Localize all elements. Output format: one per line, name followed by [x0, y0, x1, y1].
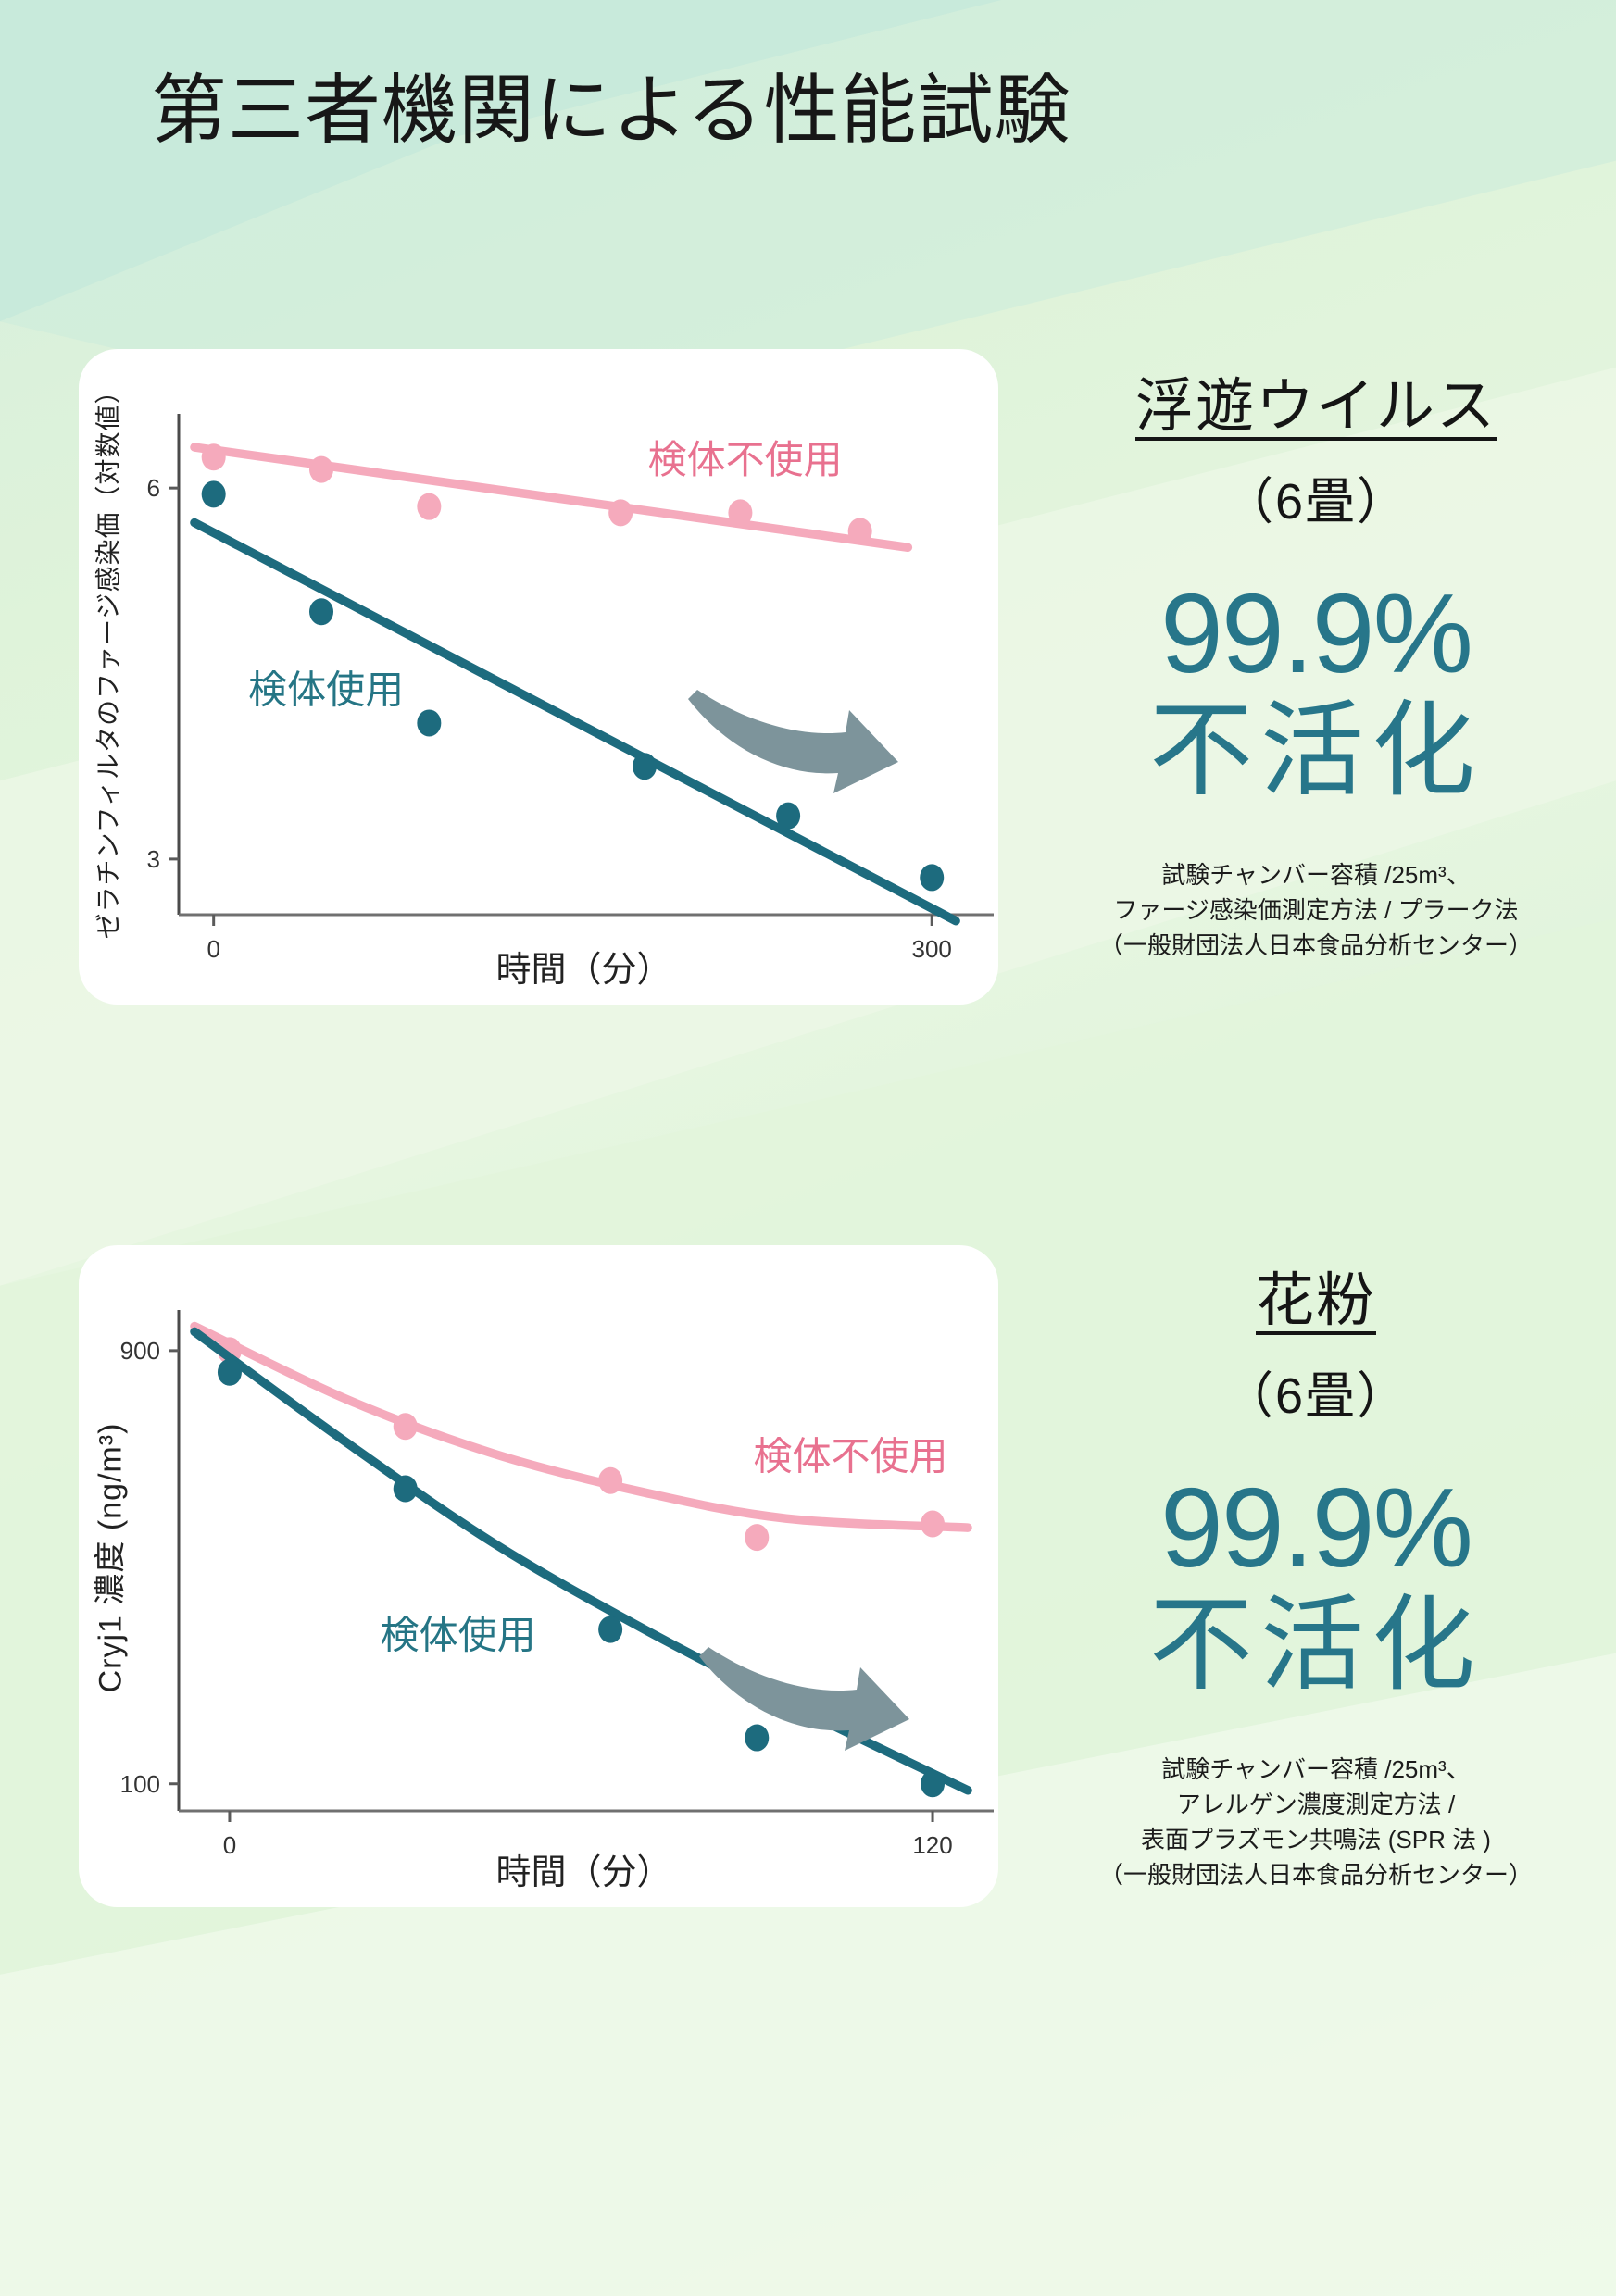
data-point: [633, 753, 658, 780]
note-line: 試験チャンバー容積 /25m³、: [1161, 1754, 1471, 1783]
data-point: [598, 1466, 623, 1494]
data-point: [920, 864, 945, 892]
data-point: [728, 499, 753, 527]
data-point: [201, 480, 226, 508]
data-point: [921, 1770, 946, 1798]
data-point: [217, 1358, 242, 1386]
data-point: [776, 802, 801, 830]
data-point: [745, 1524, 770, 1552]
pollen-result-panel: 花粉 （6畳） 99.9% 不活化 試験チャンバー容積 /25m³、 アレルゲン…: [1093, 1254, 1539, 1892]
trend-arrow-icon: [688, 690, 898, 793]
data-point: [921, 1510, 946, 1538]
y-tick-label: 900: [120, 1337, 160, 1365]
data-point: [393, 1413, 418, 1441]
trend-arrow-icon: [699, 1647, 909, 1751]
pollen-chart-card: 900 100 0 120 検体不使用検体使用 Cryj1 濃度 (ng/m³) 時間（…: [79, 1245, 998, 1907]
data-point: [847, 518, 872, 545]
virus-chart-card: 6 3 0 300 検体不使用検体使用 ゼラチンフィルタのファージ感染価（対数値） 時間…: [79, 349, 998, 1004]
result-effect: 不活化: [1149, 693, 1483, 809]
data-point: [309, 455, 334, 483]
data-point: [201, 443, 226, 471]
result-value: 99.9%: [1160, 570, 1473, 696]
test-method-notes: 試験チャンバー容積 /25m³、 ファージ感染価測定方法 / プラーク法 （一般…: [1093, 857, 1539, 963]
series-label: 検体不使用: [648, 438, 843, 481]
note-line: （一般財団法人日本食品分析センター）: [1098, 930, 1533, 959]
data-point: [309, 598, 334, 626]
note-line: 表面プラズモン共鳴法 (SPR 法 ): [1141, 1825, 1491, 1853]
data-point: [745, 1724, 770, 1752]
series-label: 検体不使用: [753, 1435, 947, 1479]
y-axis-label: ゼラチンフィルタのファージ感染価（対数値）: [94, 377, 124, 940]
result-room-size: （6畳）: [1222, 1368, 1409, 1424]
note-line: ファージ感染価測定方法 / プラーク法: [1113, 895, 1519, 924]
y-tick-label: 100: [120, 1770, 160, 1798]
page-title: 第三者機関による性能試験: [151, 69, 1071, 153]
result-value: 99.9%: [1160, 1465, 1473, 1591]
result-effect: 不活化: [1149, 1587, 1483, 1703]
note-line: （一般財団法人日本食品分析センター）: [1098, 1860, 1533, 1889]
y-axis-label: Cryj1 濃度 (ng/m³): [93, 1422, 129, 1693]
data-point: [417, 709, 442, 737]
x-tick-label: 300: [912, 935, 952, 963]
result-heading: 花粉: [1256, 1268, 1376, 1333]
virus-result-panel: 浮遊ウイルス （6畳） 99.9% 不活化 試験チャンバー容積 /25m³、 フ…: [1093, 359, 1539, 963]
x-axis-label: 時間（分）: [495, 951, 672, 990]
x-tick-label: 0: [207, 935, 219, 963]
x-tick-label: 0: [223, 1831, 236, 1859]
trend-line-検体使用: [190, 518, 960, 926]
series-label: 検体使用: [381, 1614, 536, 1657]
result-room-size: （6畳）: [1222, 474, 1409, 530]
note-line: 試験チャンバー容積 /25m³、: [1161, 860, 1471, 889]
data-point: [598, 1616, 623, 1643]
test-method-notes: 試験チャンバー容積 /25m³、 アレルゲン濃度測定方法 / 表面プラズモン共鳴…: [1093, 1752, 1539, 1892]
series-label: 検体使用: [248, 668, 404, 712]
x-tick-label: 120: [912, 1831, 952, 1859]
data-point: [393, 1475, 418, 1503]
y-tick-label: 3: [147, 845, 160, 873]
x-axis-label: 時間（分）: [495, 1853, 672, 1892]
data-point: [608, 499, 633, 527]
trend-line-検体不使用: [190, 1321, 972, 1532]
note-line: アレルゲン濃度測定方法 /: [1176, 1790, 1456, 1818]
result-heading: 浮遊ウイルス: [1135, 374, 1497, 439]
y-tick-label: 6: [147, 474, 160, 502]
data-point: [417, 493, 442, 520]
